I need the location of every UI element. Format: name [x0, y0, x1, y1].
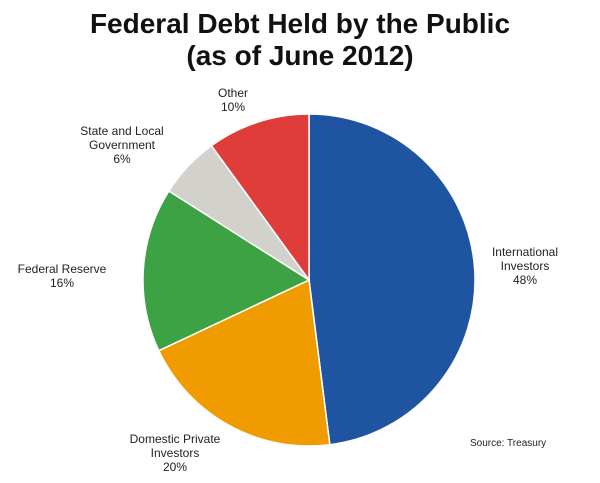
- value-label: 20%: [162, 460, 188, 474]
- pie-slice: [210, 113, 310, 283]
- slice-label: International Investors 48%: [480, 245, 570, 287]
- category-label: Federal Reserve: [17, 262, 107, 276]
- value-label: 16%: [49, 276, 75, 290]
- slice-label: Other 10%: [203, 86, 263, 114]
- source-note: Source: Treasury: [470, 438, 547, 449]
- category-label: International Investors: [491, 245, 559, 273]
- pie-slice: [142, 190, 311, 352]
- slice-label: State and Local Government 6%: [67, 124, 177, 166]
- category-label: Domestic Private Investors: [129, 432, 221, 460]
- category-label: Other: [217, 86, 248, 100]
- chart-subtitle: (as of June 2012): [186, 40, 414, 71]
- value-label: 48%: [512, 273, 538, 287]
- category-label: State and Local Government: [80, 124, 164, 152]
- chart-title: Federal Debt Held by the Public: [89, 8, 511, 39]
- value-label: 10%: [220, 100, 246, 114]
- value-label: 6%: [113, 152, 131, 166]
- pie-slice: [157, 278, 331, 447]
- slice-label: Federal Reserve 16%: [7, 262, 117, 290]
- slice-label: Domestic Private Investors 20%: [115, 432, 235, 474]
- pie-slice: [308, 113, 476, 446]
